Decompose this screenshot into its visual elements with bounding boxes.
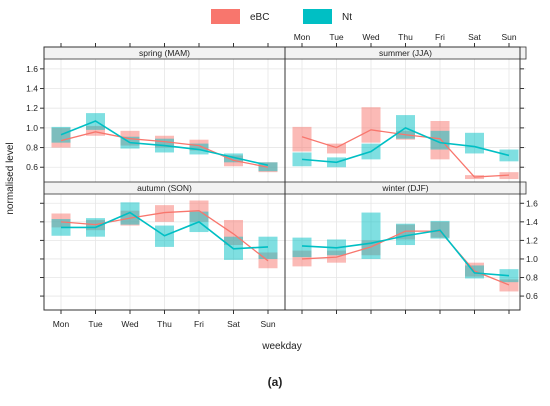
ci-box-nt	[361, 212, 381, 259]
y-tick-label-left: 1.0	[26, 123, 38, 133]
x-tick-label-bottom: Tue	[88, 319, 103, 329]
figure-caption: (a)	[268, 375, 283, 389]
legend-swatch-ebc	[211, 9, 240, 24]
panel-title: autumn (SON)	[137, 183, 192, 193]
y-tick-label-left: 1.4	[26, 84, 38, 94]
ci-box-nt	[465, 132, 484, 154]
panel-spring: spring (MAM)	[43, 46, 286, 182]
ci-box-ebc	[155, 205, 174, 222]
x-tick-label-top: Tue	[329, 32, 344, 42]
x-tick-label-top: Thu	[398, 32, 413, 42]
ci-box-ebc	[292, 126, 312, 152]
x-tick-label-bottom: Sat	[227, 319, 240, 329]
y-tick-label-right: 1.2	[526, 235, 538, 245]
panel-autumn: autumn (SON)	[43, 181, 286, 310]
x-tick-label-bottom: Sun	[260, 319, 275, 329]
x-tick-label-top: Sat	[468, 32, 481, 42]
x-tick-label-top: Mon	[294, 32, 311, 42]
y-tick-label-right: 1.0	[526, 254, 538, 264]
panel-summer: summer (JJA)	[284, 46, 527, 182]
ci-box-nt	[292, 237, 312, 258]
series-line-nt	[301, 229, 510, 277]
y-tick-label-right: 1.4	[526, 217, 538, 227]
series-line-ebc	[60, 210, 269, 262]
series-line-ebc	[301, 129, 510, 178]
y-tick-label-left: 0.8	[26, 143, 38, 153]
y-tick-label-right: 1.6	[526, 198, 538, 208]
plot-frame	[43, 46, 521, 311]
x-tick-label-bottom: Fri	[194, 319, 204, 329]
y-axis-title: normalised level	[5, 142, 16, 214]
x-tick-label-top: Wed	[362, 32, 380, 42]
y-tick-label-right: 0.6	[526, 291, 538, 301]
series-line-ebc	[301, 230, 510, 286]
panel-title: spring (MAM)	[139, 48, 190, 58]
y-tick-label-left: 1.6	[26, 64, 38, 74]
panel-title: summer (JJA)	[379, 48, 432, 58]
y-tick-label-left: 0.6	[26, 162, 38, 172]
x-tick-label-bottom: Wed	[121, 319, 139, 329]
panel-winter: winter (DJF)	[284, 181, 527, 310]
panel-title: winter (DJF)	[381, 183, 428, 193]
x-tick-label-bottom: Mon	[53, 319, 70, 329]
ci-box-ebc	[361, 107, 381, 143]
ci-box-nt	[258, 236, 278, 259]
series-line-ebc	[60, 131, 269, 168]
ci-box-nt	[396, 223, 415, 246]
legend-label-nt: Nt	[342, 12, 352, 23]
ci-box-ebc	[327, 143, 346, 154]
series-line-nt	[301, 126, 510, 164]
series-line-nt	[61, 211, 269, 250]
ci-box-ebc	[86, 125, 105, 136]
y-tick-label-left: 1.2	[26, 103, 38, 113]
ci-box-nt	[396, 115, 415, 139]
x-axis-title: weekday	[261, 341, 301, 352]
x-tick-label-top: Sun	[501, 32, 516, 42]
y-tick-label-right: 0.8	[526, 273, 538, 283]
x-tick-label-bottom: Thu	[157, 319, 172, 329]
legend-label-ebc: eBC	[250, 12, 269, 23]
series-line-nt	[60, 120, 269, 167]
legend-swatch-nt	[303, 9, 332, 24]
x-tick-label-top: Fri	[435, 32, 445, 42]
